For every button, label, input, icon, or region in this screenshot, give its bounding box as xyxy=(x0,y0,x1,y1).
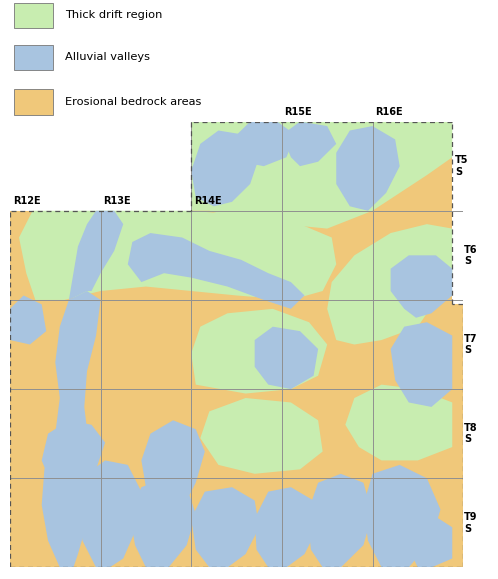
Polygon shape xyxy=(254,327,318,389)
Polygon shape xyxy=(191,130,259,206)
Polygon shape xyxy=(336,126,400,211)
Text: R12E: R12E xyxy=(12,196,40,206)
Polygon shape xyxy=(78,460,141,567)
Polygon shape xyxy=(191,122,452,229)
Text: Thick drift region: Thick drift region xyxy=(65,10,162,20)
Polygon shape xyxy=(10,122,463,567)
Polygon shape xyxy=(390,255,452,318)
Polygon shape xyxy=(42,291,101,567)
Text: T9
S: T9 S xyxy=(464,512,478,534)
Polygon shape xyxy=(42,420,105,487)
Text: T6
S: T6 S xyxy=(464,244,478,266)
Polygon shape xyxy=(19,211,336,300)
Polygon shape xyxy=(129,478,196,567)
Text: R14E: R14E xyxy=(194,196,222,206)
Polygon shape xyxy=(407,514,452,567)
Polygon shape xyxy=(345,384,452,460)
Polygon shape xyxy=(10,295,46,345)
Polygon shape xyxy=(364,465,441,567)
Polygon shape xyxy=(232,122,295,166)
Polygon shape xyxy=(141,420,205,510)
Polygon shape xyxy=(128,233,305,309)
Text: T7
S: T7 S xyxy=(464,334,478,356)
Polygon shape xyxy=(200,398,323,474)
Text: T5
S: T5 S xyxy=(455,155,469,177)
Polygon shape xyxy=(327,224,452,345)
Polygon shape xyxy=(69,211,124,300)
Polygon shape xyxy=(191,309,327,394)
FancyBboxPatch shape xyxy=(14,89,53,115)
Text: R13E: R13E xyxy=(103,196,131,206)
Polygon shape xyxy=(282,122,336,166)
Text: T8
S: T8 S xyxy=(464,423,478,445)
Text: R16E: R16E xyxy=(375,107,403,117)
Polygon shape xyxy=(390,322,452,407)
FancyBboxPatch shape xyxy=(14,2,53,28)
Polygon shape xyxy=(191,487,259,567)
Polygon shape xyxy=(307,474,373,567)
Text: Erosional bedrock areas: Erosional bedrock areas xyxy=(65,97,201,107)
Text: R15E: R15E xyxy=(284,107,312,117)
Text: Alluvial valleys: Alluvial valleys xyxy=(65,52,150,63)
Polygon shape xyxy=(254,487,318,567)
FancyBboxPatch shape xyxy=(14,45,53,70)
